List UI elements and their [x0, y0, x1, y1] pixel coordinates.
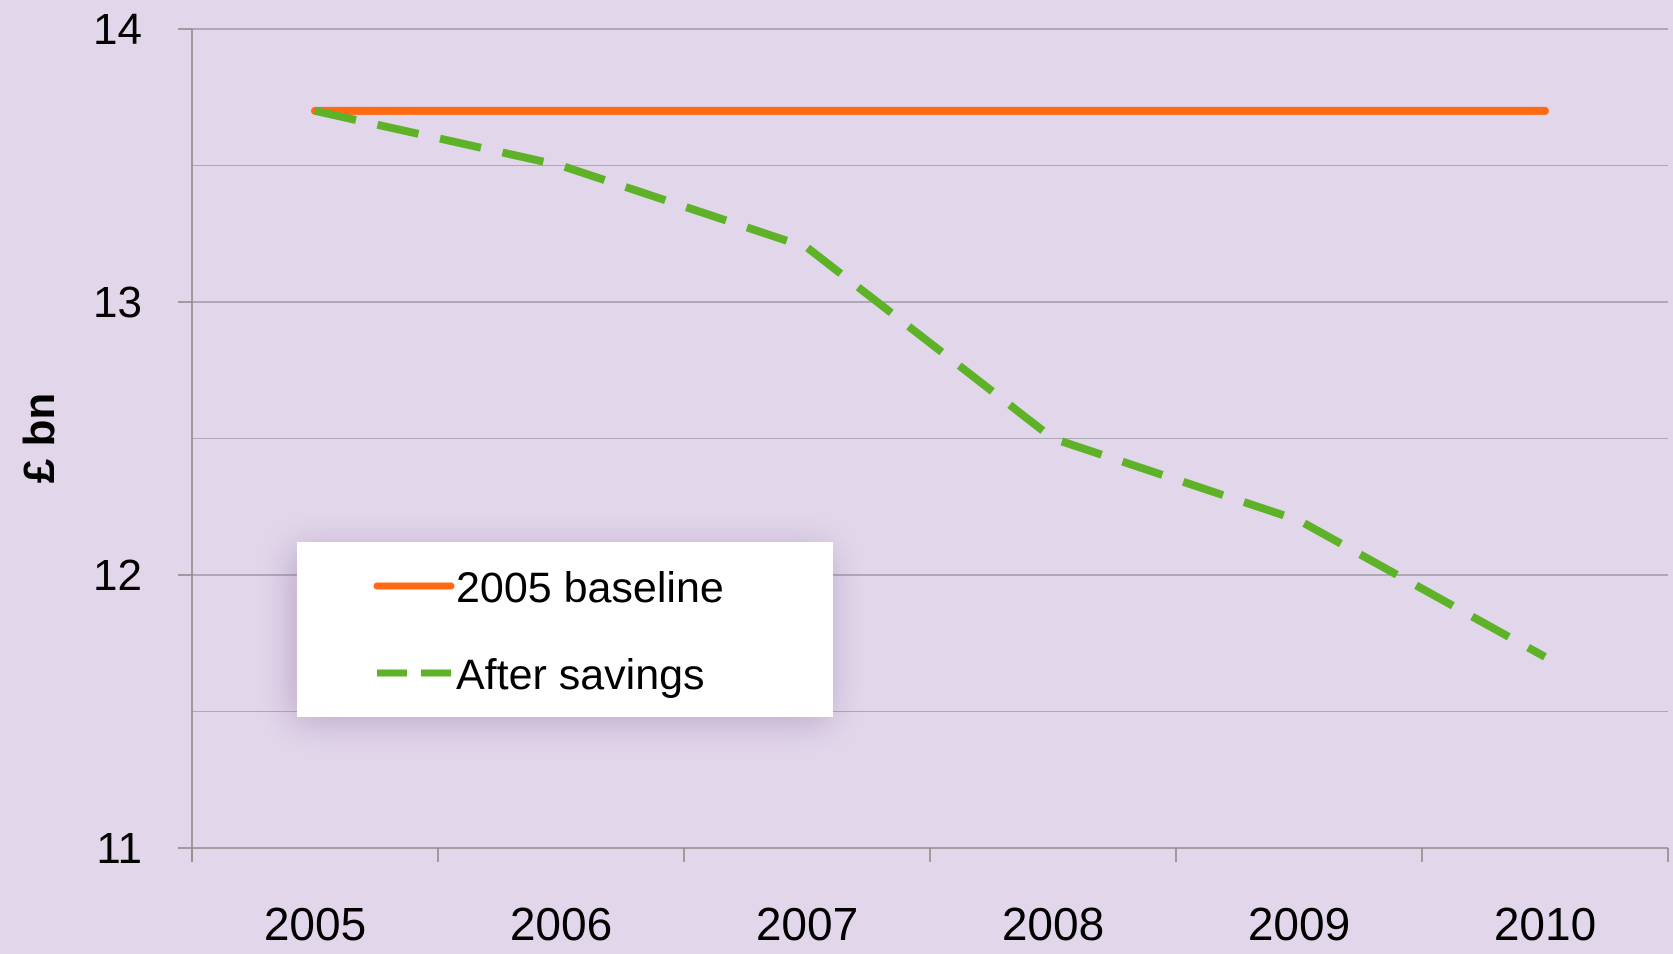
legend: 2005 baseline After savings [292, 542, 833, 722]
y-tick-label-11: 11 [96, 824, 142, 873]
axes: 11 12 13 14 2005 2006 2007 2008 2009 2010 [93, 5, 1669, 950]
y-tick-label-12: 12 [93, 551, 142, 600]
legend-label-2005-baseline: 2005 baseline [456, 564, 724, 612]
x-tick-label-2006: 2006 [510, 898, 612, 949]
y-tick-label-13: 13 [93, 278, 142, 327]
y-tick-label-14: 14 [93, 5, 142, 54]
x-tick-label-2008: 2008 [1002, 898, 1104, 949]
series-lines [311, 106, 1549, 661]
y-axis-label: £ bn [15, 393, 64, 483]
series-line-after-savings [314, 106, 1547, 661]
x-tick-label-2009: 2009 [1248, 898, 1350, 949]
legend-label-after-savings: After savings [456, 651, 705, 699]
x-tick-label-2007: 2007 [756, 898, 858, 949]
x-tick-label-2005: 2005 [264, 898, 366, 949]
x-tick-label-2010: 2010 [1494, 898, 1596, 949]
legend-box [297, 542, 833, 717]
